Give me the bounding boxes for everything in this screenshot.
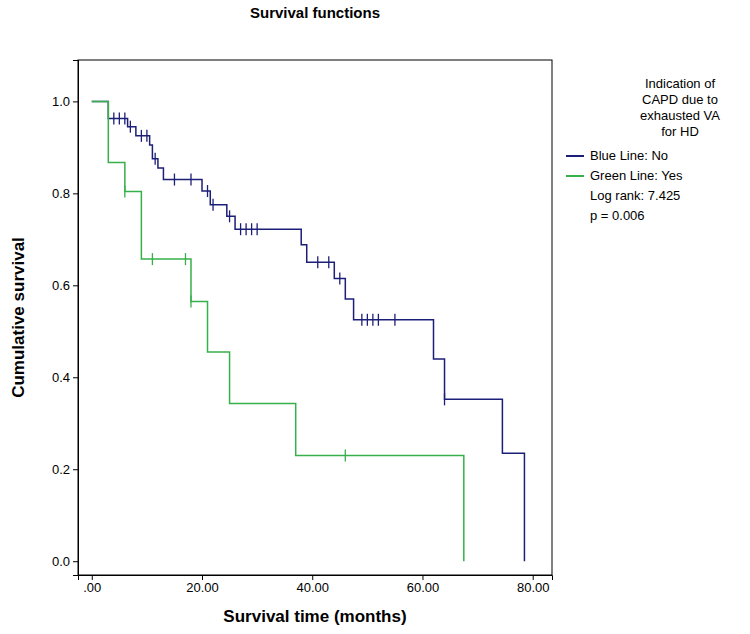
x-tick-label: 20.00: [186, 580, 219, 595]
legend-title: exhausted VA: [640, 108, 720, 123]
y-tick: 0.4: [52, 370, 78, 385]
survival-line: [92, 101, 464, 561]
legend-swatch: [566, 175, 584, 177]
x-tick: 60.00: [407, 575, 440, 595]
censor-mark: [185, 253, 186, 265]
y-tick: 0.6: [52, 278, 78, 293]
y-tick-mark: [73, 285, 78, 286]
censor-mark: [251, 223, 252, 235]
censor-mark: [124, 112, 125, 124]
censor-mark: [124, 186, 125, 198]
censor-mark: [339, 272, 340, 284]
x-tick-label: .00: [83, 580, 101, 595]
x-tick-label: 80.00: [517, 580, 550, 595]
survival-line: [92, 101, 525, 561]
censor-mark: [345, 449, 346, 461]
censor-mark: [174, 174, 175, 186]
x-tick: 80.00: [517, 575, 550, 595]
y-tick-mark: [73, 101, 78, 102]
y-tick-label: 0.2: [52, 462, 70, 477]
y-axis-title: Cumulative survival: [9, 237, 28, 398]
y-tick-mark: [73, 377, 78, 378]
y-tick-mark: [73, 561, 78, 562]
censor-mark: [130, 121, 131, 133]
censor-mark: [317, 256, 318, 268]
y-tick-mark: [73, 193, 78, 194]
legend-title: Indication of: [645, 76, 715, 91]
y-tick-mark: [73, 469, 78, 470]
legend-title: for HD: [661, 124, 699, 139]
annotation: Log rank: 7.425: [590, 188, 680, 203]
censor-mark: [245, 223, 246, 235]
legend-label: Green Line: Yes: [590, 168, 683, 183]
y-tick: 0.2: [52, 462, 78, 477]
y-axis-line: [73, 61, 79, 576]
censor-mark: [119, 112, 120, 124]
censor-mark: [361, 314, 362, 326]
censor-mark: [141, 130, 142, 142]
y-tick-label: 1.0: [52, 94, 70, 109]
legend-label: Blue Line: No: [590, 148, 668, 163]
censor-mark: [190, 295, 191, 307]
x-tick-label: 60.00: [407, 580, 440, 595]
censor-mark: [146, 130, 147, 142]
y-tick-label: 0.6: [52, 278, 70, 293]
y-axis: 0.0 0.2 0.4 0.6 0.8 1.0: [52, 61, 79, 576]
censor-mark: [328, 256, 329, 268]
censor-mark: [113, 112, 114, 124]
x-axis-title: Survival time (months): [223, 607, 406, 626]
y-tick: 0.8: [52, 186, 78, 201]
y-tick-label: 0.8: [52, 186, 70, 201]
censor-mark: [155, 153, 156, 165]
legend-title: CAPD due to: [642, 92, 718, 107]
plot-area: [92, 101, 525, 561]
censor-mark: [444, 393, 445, 405]
plot-frame: [78, 60, 552, 575]
x-tick: 20.00: [186, 575, 219, 595]
x-axis: .00 20.00 40.00 60.00 80.00: [79, 575, 553, 595]
x-tick: 40.00: [296, 575, 329, 595]
chart: Survival functions .00 20.00 40.00 60.00 80.0…: [0, 0, 750, 634]
censor-mark: [190, 174, 191, 186]
y-tick-label: 0.0: [52, 554, 70, 569]
censor-mark: [394, 314, 395, 326]
annotation: p = 0.006: [590, 208, 645, 223]
censor-mark: [372, 314, 373, 326]
censor-mark: [378, 314, 379, 326]
x-tick: .00: [83, 575, 101, 595]
legend-swatch: [566, 155, 584, 157]
censor-mark: [152, 253, 153, 265]
censor-mark: [207, 185, 208, 197]
x-tick-label: 40.00: [296, 580, 329, 595]
censor-mark: [240, 223, 241, 235]
y-tick-label: 0.4: [52, 370, 70, 385]
title: Survival functions: [250, 4, 380, 21]
censor-mark: [212, 199, 213, 211]
censor-mark: [229, 210, 230, 222]
censor-mark: [367, 314, 368, 326]
y-tick: 1.0: [52, 94, 78, 109]
censor-mark: [256, 223, 257, 235]
legend: Indication ofCAPD due toexhausted VAfor …: [566, 76, 720, 223]
y-tick: 0.0: [52, 554, 78, 569]
